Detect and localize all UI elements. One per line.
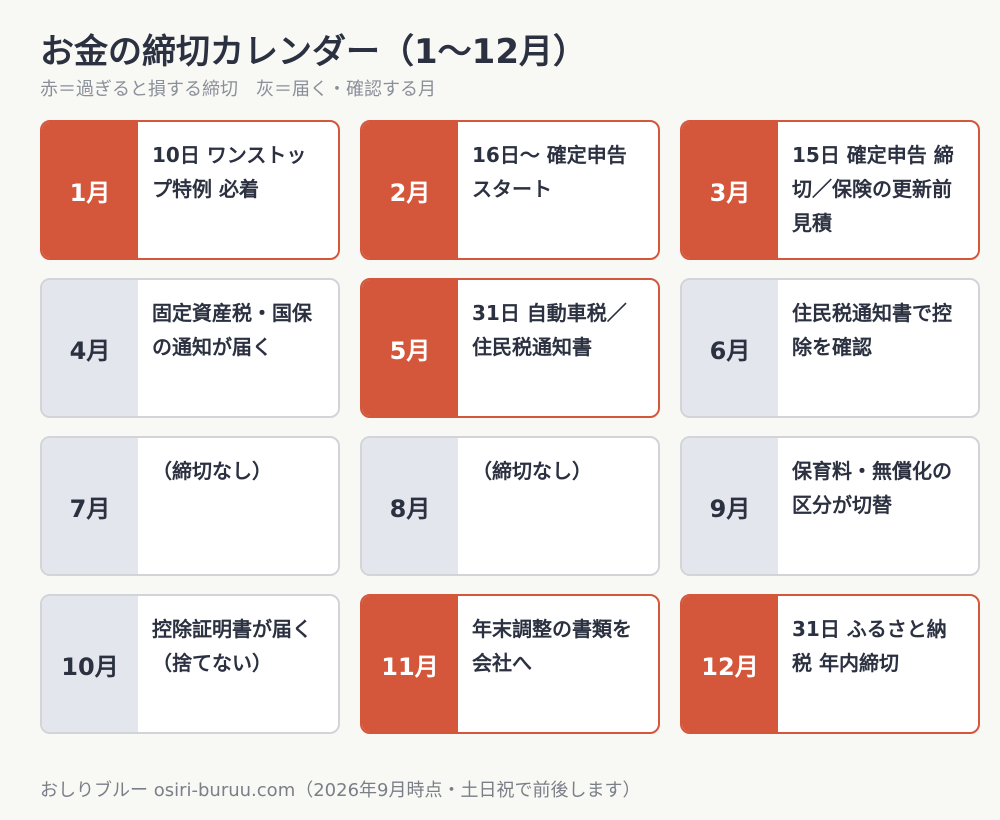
month-card-8: 8月 （締切なし） [360,436,660,576]
month-card-6: 6月 住民税通知書で控除を確認 [680,278,980,418]
month-label: 10月 [42,596,138,732]
month-card-1: 1月 10日 ワンストップ特例 必着 [40,120,340,260]
month-label: 7月 [42,438,138,574]
month-description: 31日 自動車税／住民税通知書 [472,301,627,359]
month-description: 10日 ワンストップ特例 必着 [152,143,307,201]
month-description: 控除証明書が届く（捨てない） [152,617,312,675]
month-card-11: 11月 年末調整の書類を会社へ [360,594,660,734]
month-description: 固定資産税・国保の通知が届く [152,301,312,359]
month-card-9: 9月 保育料・無償化の区分が切替 [680,436,980,576]
month-description: （締切なし） [472,459,592,483]
month-label: 4月 [42,280,138,416]
month-label: 11月 [362,596,458,732]
month-grid: 1月 10日 ワンストップ特例 必着 2月 16日〜 確定申告スタート 3月 1… [40,120,980,736]
month-label: 9月 [682,438,778,574]
footer-credit: おしりブルー osiri-buruu.com（2026年9月時点・土日祝で前後し… [40,780,641,801]
month-label: 2月 [362,122,458,258]
month-card-3: 3月 15日 確定申告 締切／保険の更新前見積 [680,120,980,260]
month-label: 1月 [42,122,138,258]
month-card-12: 12月 31日 ふるさと納税 年内締切 [680,594,980,734]
month-label: 8月 [362,438,458,574]
month-description: 31日 ふるさと納税 年内締切 [792,617,947,675]
month-description: 15日 確定申告 締切／保険の更新前見積 [792,143,954,235]
month-card-2: 2月 16日〜 確定申告スタート [360,120,660,260]
page-title: お金の締切カレンダー（1〜12月） [40,32,587,72]
month-description: （締切なし） [152,459,272,483]
month-label: 3月 [682,122,778,258]
month-label: 12月 [682,596,778,732]
month-description: 保育料・無償化の区分が切替 [792,459,952,517]
month-description: 16日〜 確定申告スタート [472,143,627,201]
month-label: 5月 [362,280,458,416]
month-card-5: 5月 31日 自動車税／住民税通知書 [360,278,660,418]
month-description: 年末調整の書類を会社へ [472,617,632,675]
month-card-7: 7月 （締切なし） [40,436,340,576]
month-card-4: 4月 固定資産税・国保の通知が届く [40,278,340,418]
legend-subtitle: 赤＝過ぎると損する締切 灰＝届く・確認する月 [40,79,436,100]
month-card-10: 10月 控除証明書が届く（捨てない） [40,594,340,734]
month-description: 住民税通知書で控除を確認 [792,301,952,359]
month-label: 6月 [682,280,778,416]
